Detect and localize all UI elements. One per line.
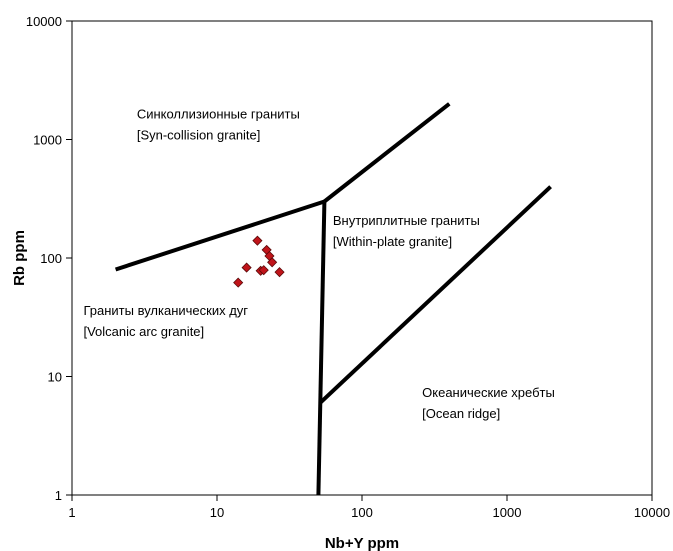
- y-tick-label: 1: [55, 488, 62, 503]
- x-tick-label: 100: [351, 505, 373, 520]
- x-tick-label: 1000: [493, 505, 522, 520]
- region-label-vag: Граниты вулканических дуг: [83, 303, 248, 318]
- x-tick-label: 10000: [634, 505, 670, 520]
- x-tick-label: 1: [68, 505, 75, 520]
- data-point: [252, 235, 263, 246]
- y-tick-label: 100: [40, 251, 62, 266]
- data-point: [274, 267, 285, 278]
- region-label-vag: [Volcanic arc granite]: [83, 324, 204, 339]
- y-axis-label: Rb ppm: [11, 230, 28, 286]
- x-axis-label: Nb+Y ppm: [325, 535, 399, 551]
- region-label-orig: [Ocean ridge]: [422, 406, 500, 421]
- boundary-line-vag-wpg: [316, 201, 327, 496]
- region-label-syncol: [Syn-collision granite]: [137, 128, 261, 143]
- y-tick-label: 10000: [26, 14, 62, 29]
- axis-ticks: [66, 20, 653, 501]
- data-points: [233, 235, 285, 288]
- data-point: [258, 265, 269, 276]
- boundary-line-vag-syncolg: [114, 199, 326, 272]
- boundary-line-syncolg-wpg: [323, 102, 451, 204]
- boundary-lines: [114, 102, 552, 496]
- x-tick-label: 10: [210, 505, 224, 520]
- data-point: [241, 262, 252, 273]
- data-point: [233, 277, 244, 288]
- boundary-line-orig-vag: [318, 185, 552, 405]
- region-labels: Синколлизионные граниты [Syn-collision gr…: [83, 107, 554, 421]
- region-label-wpg: Внутриплитные граниты: [333, 213, 480, 228]
- region-label-orig: Океанические хребты: [422, 385, 555, 400]
- y-tick-label: 10: [48, 370, 62, 385]
- region-label-wpg: [Within-plate granite]: [333, 234, 452, 249]
- plot-area: [71, 20, 653, 496]
- y-tick-label: 1000: [33, 133, 62, 148]
- region-label-syncol: Синколлизионные граниты: [137, 107, 300, 122]
- data-point: [267, 257, 278, 268]
- axis-tick-labels: 1 10 100 1000 10000 1 10 100 1000 10000: [26, 14, 670, 520]
